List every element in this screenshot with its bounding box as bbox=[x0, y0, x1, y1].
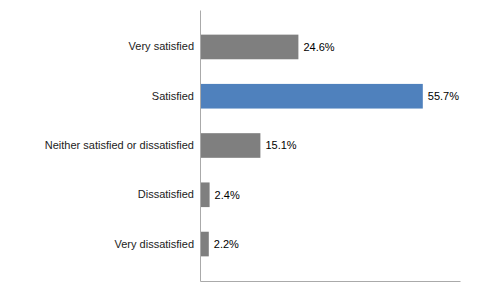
chart: Very satisfied Satisfied Neither satisfied… bbox=[0, 0, 500, 301]
x-axis bbox=[201, 281, 461, 282]
bars bbox=[200, 35, 423, 257]
y-tick: Dissatisfied bbox=[138, 188, 194, 200]
y-tick-label: Dissatisfied bbox=[138, 188, 194, 200]
bar bbox=[200, 182, 210, 207]
y-tick: Neither satisfied or dissatisfied bbox=[45, 139, 194, 151]
y-tick-label: Neither satisfied or dissatisfied bbox=[45, 139, 194, 151]
y-tick: Satisfied bbox=[152, 90, 194, 102]
x-axis-line bbox=[201, 281, 461, 282]
bar bbox=[200, 35, 298, 60]
data-label: 2.2% bbox=[214, 238, 239, 250]
data-label: 55.7% bbox=[428, 90, 459, 102]
y-tick-label: Satisfied bbox=[152, 90, 194, 102]
y-tick-label: Very dissatisfied bbox=[115, 238, 194, 250]
bar bbox=[200, 133, 260, 158]
y-tick-label: Very satisfied bbox=[129, 40, 194, 52]
data-label: 15.1% bbox=[265, 139, 296, 151]
data-label: 2.4% bbox=[215, 189, 240, 201]
y-tick: Very dissatisfied bbox=[115, 238, 194, 250]
y-axis-line bbox=[200, 11, 201, 282]
plot: Very satisfied Satisfied Neither satisfied… bbox=[45, 11, 461, 282]
data-labels: 24.6% 55.7% 15.1% 2.4% 2.2% bbox=[214, 41, 459, 250]
bar bbox=[200, 232, 209, 257]
y-tick: Very satisfied bbox=[129, 40, 194, 52]
data-label: 24.6% bbox=[303, 41, 334, 53]
bar bbox=[200, 84, 423, 109]
y-axis: Very satisfied Satisfied Neither satisfied… bbox=[45, 11, 201, 282]
